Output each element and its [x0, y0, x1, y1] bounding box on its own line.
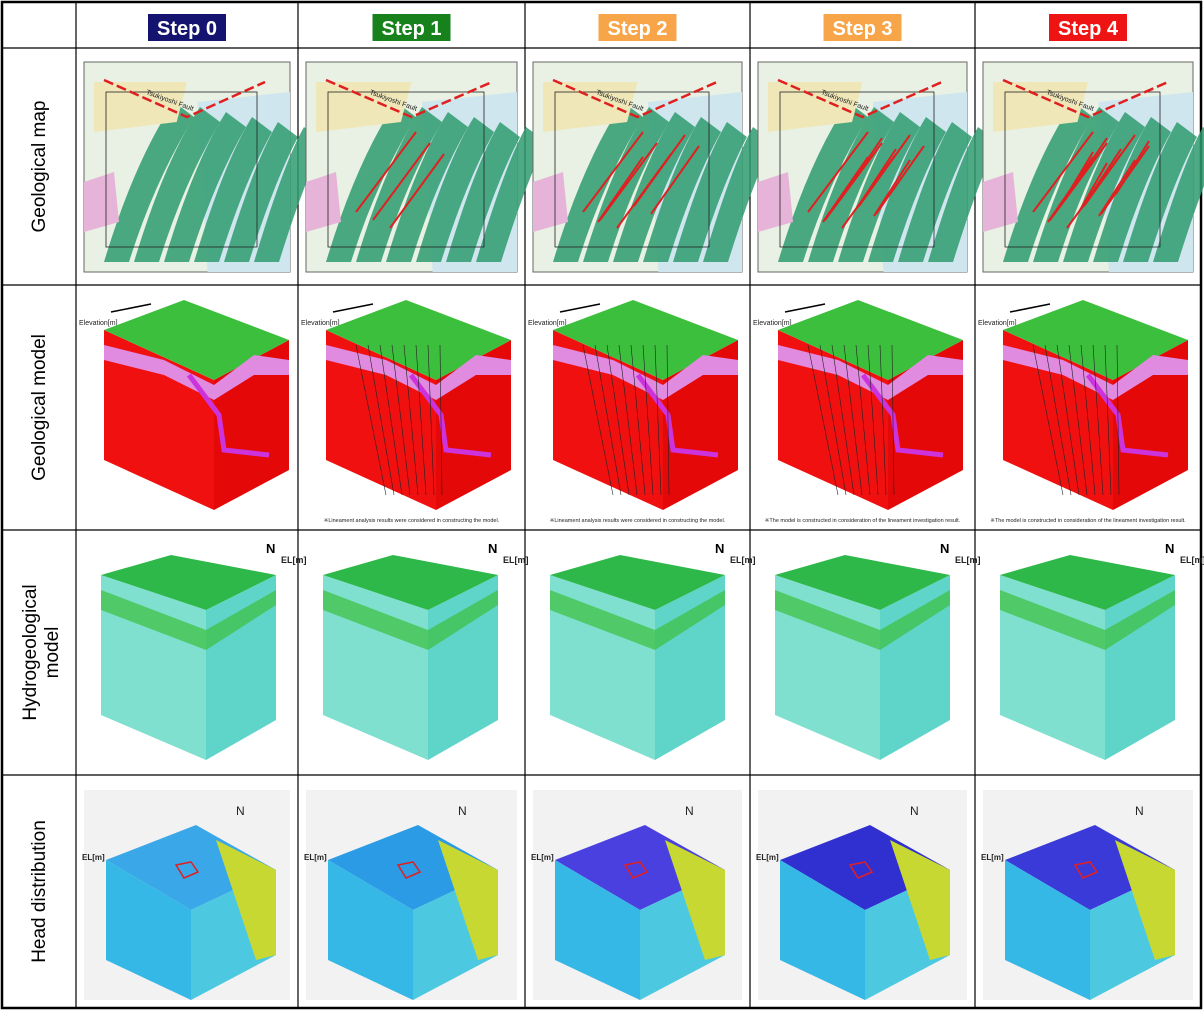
head-distribution: N EL[m] [82, 790, 290, 1000]
north-label: N [236, 804, 245, 818]
el-label: EL[m] [304, 853, 327, 862]
north-label: N [1135, 804, 1144, 818]
north-label: N [458, 804, 467, 818]
geological-model: Elevation[m] ※The model is constructed in… [753, 300, 963, 524]
step-header: Step 2 [607, 18, 667, 40]
hydrogeological-model: N EL[m] [101, 541, 307, 760]
north-label: N [715, 541, 724, 556]
model-caption: ※The model is constructed in considerati… [990, 517, 1186, 524]
north-label: N [266, 541, 275, 556]
figure: Step 0 Step 1 Step 2 Step 3 Step 4 Geological… [0, 0, 1204, 1010]
geological-model: Elevation[m] ※Lineament analysis results … [528, 300, 738, 524]
model-axis-label: Elevation[m] [79, 320, 118, 327]
model-axis-label: Elevation[m] [301, 320, 340, 327]
step-header: Step 4 [1058, 18, 1119, 40]
el-label: EL[m] [981, 853, 1004, 862]
model-axis-label: Elevation[m] [528, 320, 567, 327]
north-arrow [333, 304, 373, 312]
el-label: EL[m] [756, 853, 779, 862]
row-label: Geological map [29, 100, 50, 232]
head-distribution: N EL[m] [304, 790, 517, 1000]
geological-model: Elevation[m] [79, 300, 289, 510]
model-axis-label: Elevation[m] [978, 320, 1017, 327]
hydrogeological-model: N EL[m] [1000, 541, 1204, 760]
north-arrow [111, 304, 151, 312]
model-caption: ※Lineament analysis results were conside… [550, 517, 726, 524]
el-label: EL[m] [730, 555, 756, 565]
north-label: N [910, 804, 919, 818]
step-header: Step 1 [381, 18, 441, 40]
map-pink [533, 172, 568, 232]
hydrogeological-model: N EL[m] [323, 541, 529, 760]
head-distribution: N EL[m] [531, 790, 742, 1000]
row-label: Head distribution [29, 820, 50, 963]
geological-map: Tsukiyoshi Fault [533, 62, 773, 272]
row-label-line: model [42, 627, 63, 679]
hydrogeological-model: N EL[m] [550, 541, 756, 760]
step-header: Step 3 [832, 18, 892, 40]
north-arrow [785, 304, 825, 312]
north-label: N [488, 541, 497, 556]
el-label: EL[m] [503, 555, 529, 565]
model-axis-label: Elevation[m] [753, 320, 792, 327]
geological-map: Tsukiyoshi Fault [983, 62, 1204, 272]
hydrogeological-model: N EL[m] [775, 541, 981, 760]
model-caption: ※The model is constructed in considerati… [765, 517, 961, 524]
north-label: N [1165, 541, 1174, 556]
geological-model: Elevation[m] ※The model is constructed in… [978, 300, 1188, 524]
el-label: EL[m] [281, 555, 307, 565]
el-label: EL[m] [82, 853, 105, 862]
row-label-line: Hydrogeological [20, 584, 41, 720]
row-label: Geological model [29, 334, 50, 481]
north-label: N [940, 541, 949, 556]
model-caption: ※Lineament analysis results were conside… [324, 517, 500, 524]
row-label: Hydrogeologicalmodel [20, 584, 63, 720]
north-arrow [560, 304, 600, 312]
map-pink [983, 172, 1018, 232]
north-label: N [685, 804, 694, 818]
head-distribution: N EL[m] [756, 790, 967, 1000]
geological-model: Elevation[m] ※Lineament analysis results … [301, 300, 511, 524]
geological-map: Tsukiyoshi Fault [306, 62, 546, 272]
geological-map: Tsukiyoshi Fault [758, 62, 998, 272]
map-pink [84, 172, 119, 232]
north-arrow [1010, 304, 1050, 312]
el-label: EL[m] [1180, 555, 1204, 565]
geological-map: Tsukiyoshi Fault [84, 62, 324, 272]
step-header: Step 0 [157, 18, 217, 40]
map-pink [758, 172, 793, 232]
el-label: EL[m] [531, 853, 554, 862]
head-distribution: N EL[m] [981, 790, 1193, 1000]
map-pink [306, 172, 341, 232]
el-label: EL[m] [955, 555, 981, 565]
